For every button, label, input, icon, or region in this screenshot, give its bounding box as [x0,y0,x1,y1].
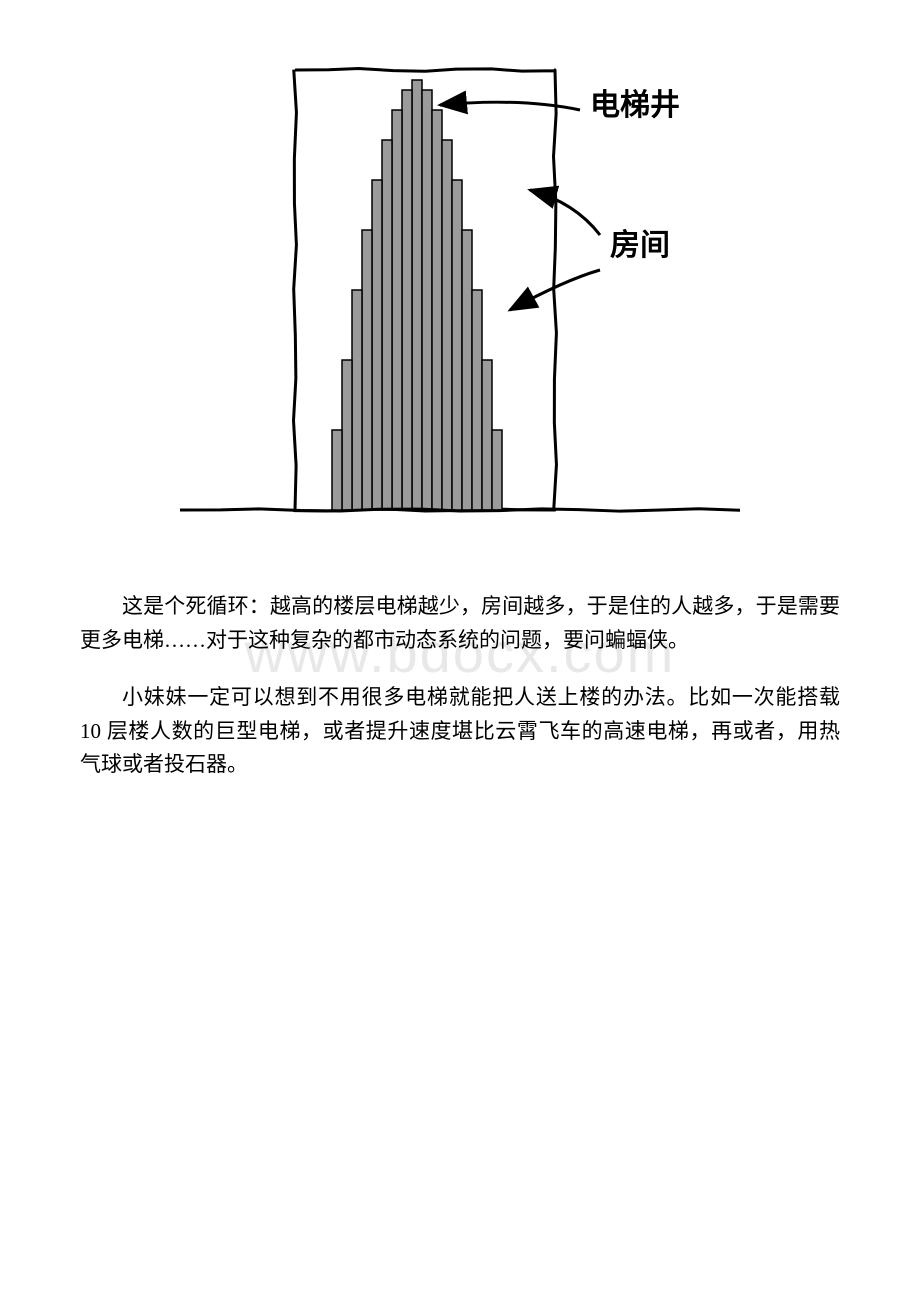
page-content: 电梯井房间 这是个死循环：越高的楼层电梯越少，房间越多，于是住的人越多，于是需要… [80,60,840,782]
diagram-container: 电梯井房间 [80,60,840,550]
svg-text:电梯井: 电梯井 [590,89,680,122]
svg-text:房间: 房间 [610,229,670,262]
paragraph-1: 这是个死循环：越高的楼层电梯越少，房间越多，于是住的人越多，于是需要更多电梯……… [80,590,840,657]
paragraph-2: 小妹妹一定可以想到不用很多电梯就能把人送上楼的办法。比如一次能搭载 10 层楼人… [80,681,840,782]
diagram-svg: 电梯井房间 [180,60,740,550]
building-diagram: 电梯井房间 [180,60,740,550]
